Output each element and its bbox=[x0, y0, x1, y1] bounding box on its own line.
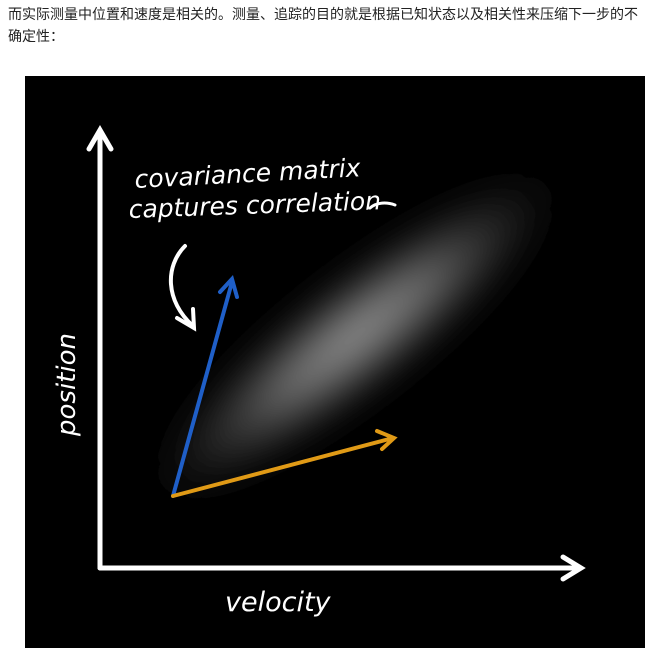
covariance-figure: covariance matrix captures correlation p… bbox=[25, 76, 645, 648]
annotation-underline-flourish bbox=[368, 201, 397, 210]
x-axis-label: velocity bbox=[225, 587, 332, 618]
article-paragraph: 而实际测量中位置和速度是相关的。测量、追踪的目的就是根据已知状态以及相关性来压缩… bbox=[8, 7, 638, 45]
x-axis bbox=[97, 554, 586, 582]
y-axis bbox=[86, 125, 114, 571]
position-vector-arrow bbox=[171, 275, 239, 498]
covariance-blob bbox=[131, 156, 579, 516]
curved-pointer-arrow bbox=[168, 244, 197, 332]
y-axis-label: position bbox=[52, 333, 82, 437]
covariance-illustration: covariance matrix captures correlation p… bbox=[52, 125, 586, 618]
velocity-vector-arrow bbox=[171, 429, 398, 498]
